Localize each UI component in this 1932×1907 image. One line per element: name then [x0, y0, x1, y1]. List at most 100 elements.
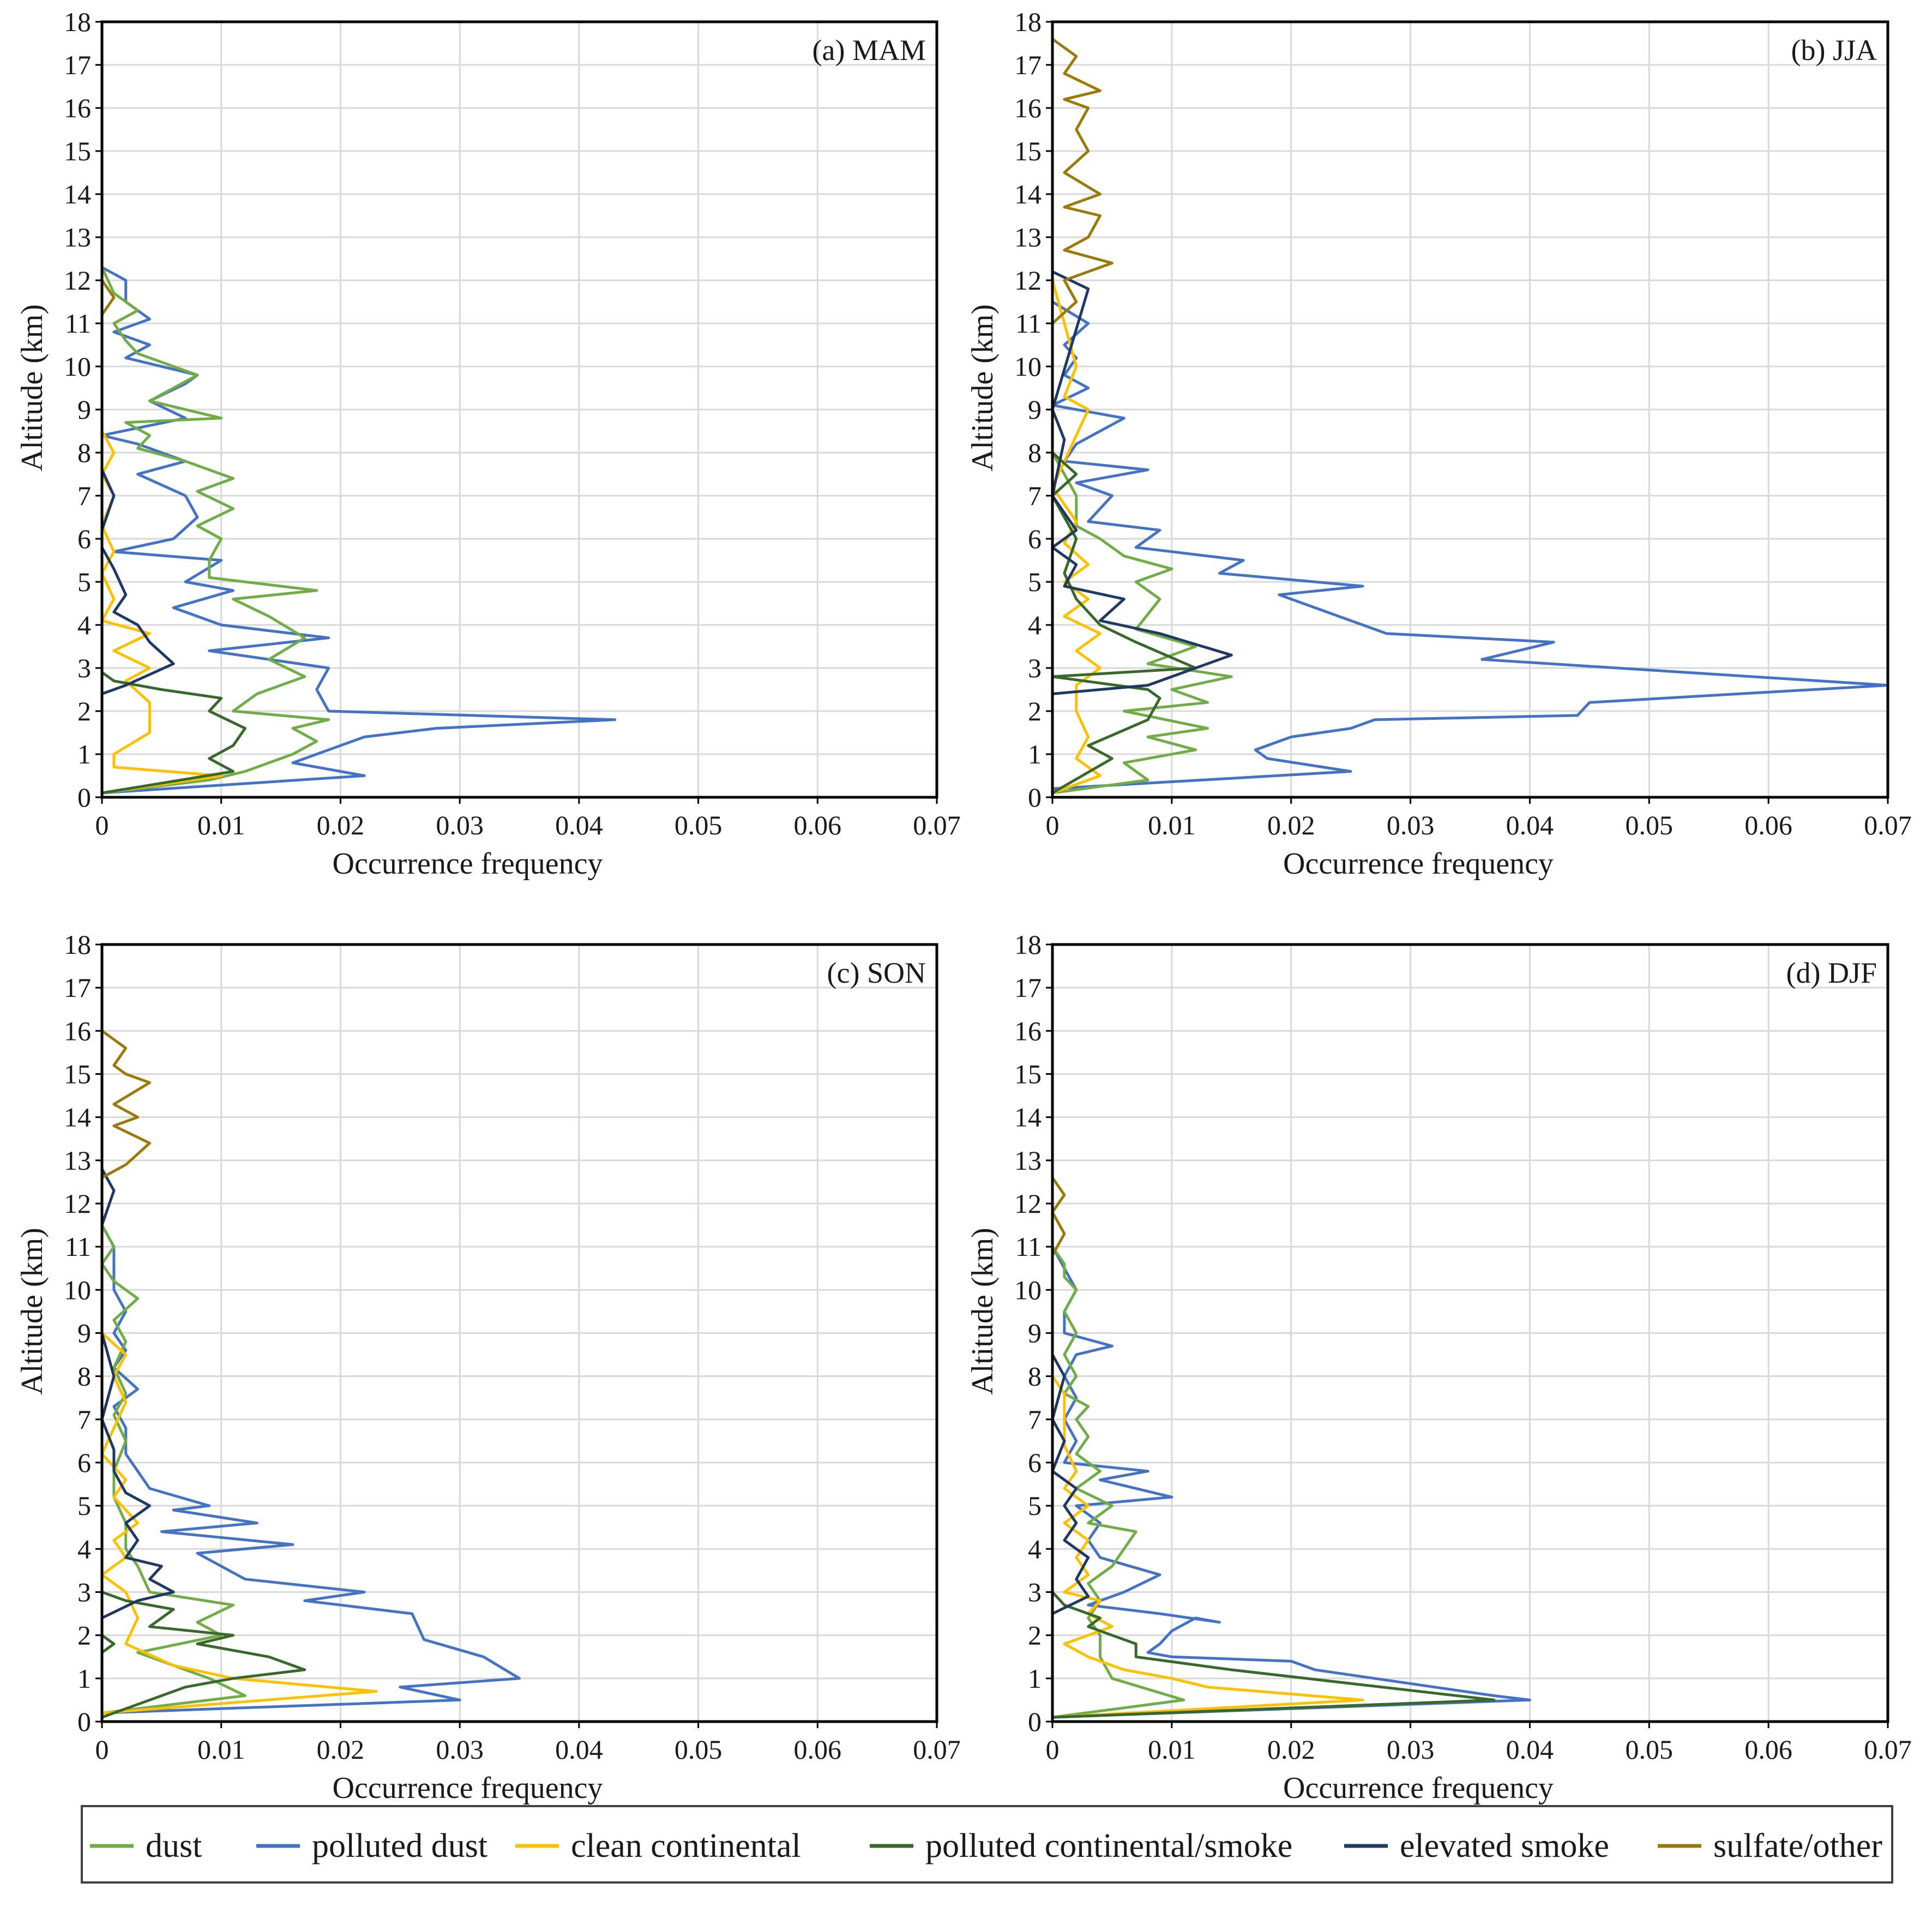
y-tick-label: 6: [1028, 524, 1042, 554]
y-tick-label: 18: [1014, 7, 1042, 37]
y-tick-label: 16: [1014, 1015, 1042, 1046]
series-line-dust: [1051, 451, 1233, 795]
series-line-elevated_smoke: [100, 468, 175, 695]
y-tick-label: 13: [1014, 222, 1042, 252]
series-line-polluted_continental: [1051, 1591, 1496, 1719]
y-tick-label: 9: [1028, 1318, 1042, 1349]
x-tick-label: 0.02: [317, 1734, 365, 1765]
x-tick-label: 0.04: [1506, 810, 1554, 840]
y-tick-label: 11: [65, 1231, 91, 1262]
y-tick-label: 7: [77, 1404, 91, 1435]
y-tick-label: 6: [77, 1447, 91, 1478]
y-tick-label: 10: [1014, 1274, 1042, 1305]
y-tick-label: 15: [1014, 136, 1042, 166]
y-tick-label: 10: [1014, 351, 1042, 382]
y-tick-label: 1: [77, 1663, 91, 1694]
y-tick-label: 0: [1028, 782, 1042, 813]
y-tick-label: 14: [1014, 1102, 1042, 1133]
y-tick-label: 2: [77, 1620, 91, 1651]
x-tick-label: 0.05: [675, 1734, 723, 1765]
y-tick-label: 8: [1028, 1361, 1042, 1392]
y-tick-label: 2: [1028, 1620, 1042, 1651]
y-tick-label: 15: [64, 1059, 91, 1090]
y-tick-label: 5: [77, 1490, 91, 1521]
y-axis-title: Altitude (km): [15, 1228, 49, 1394]
x-tick-label: 0.01: [197, 1734, 245, 1765]
x-tick-label: 0.01: [1148, 810, 1196, 840]
x-tick-label: 0.02: [1267, 1734, 1315, 1765]
x-tick-label: 0.07: [913, 1734, 961, 1765]
y-tick-label: 13: [64, 222, 91, 252]
series-line-polluted_continental: [1051, 451, 1197, 795]
series-line-sulfate: [1051, 20, 1114, 325]
y-tick-label: 17: [64, 972, 91, 1003]
x-tick-label: 0.04: [555, 810, 603, 840]
y-tick-label: 5: [77, 567, 91, 597]
y-tick-label: 0: [77, 782, 91, 813]
y-tick-label: 16: [64, 93, 91, 123]
series-line-dust: [100, 1224, 246, 1715]
x-tick-label: 0.04: [555, 1734, 603, 1765]
y-tick-label: 18: [64, 929, 91, 960]
y-tick-label: 17: [64, 50, 91, 80]
series-line-polluted_dust: [100, 1180, 521, 1715]
series-line-elevated_smoke: [100, 1168, 175, 1620]
series-line-clean_continental: [100, 266, 223, 795]
y-tick-label: 13: [1014, 1145, 1042, 1176]
y-tick-label: 6: [77, 524, 91, 554]
y-tick-label: 12: [64, 265, 91, 296]
y-tick-label: 15: [64, 136, 91, 166]
y-axis-title: Altitude (km): [966, 1228, 1000, 1394]
y-tick-label: 1: [77, 739, 91, 769]
y-tick-label: 12: [1014, 1188, 1042, 1219]
x-tick-label: 0.02: [317, 810, 365, 840]
x-tick-label: 0.03: [1387, 810, 1435, 840]
y-tick-label: 18: [64, 7, 91, 37]
x-tick-label: 0.02: [1267, 810, 1315, 840]
legend-label: clean continental: [571, 1827, 801, 1864]
y-axis-title: Altitude (km): [15, 304, 49, 471]
series-line-clean_continental: [100, 1332, 378, 1715]
series-line-sulfate: [100, 1029, 151, 1179]
y-tick-label: 11: [1015, 1231, 1042, 1262]
y-tick-label: 12: [64, 1188, 91, 1219]
x-axis-title: Occurrence frequency: [1283, 847, 1554, 881]
x-tick-label: 0.06: [1744, 1734, 1792, 1765]
series-line-sulfate: [100, 279, 116, 316]
x-tick-label: 0: [95, 1734, 109, 1765]
panel-2: 0 0.01 0.02 0.03 0.04 0.05 0.06 0.0701234567891…: [966, 7, 1912, 881]
y-tick-label: 4: [77, 1533, 91, 1564]
y-tick-label: 5: [1028, 1490, 1042, 1521]
legend-item-sulfate: sulfate/other: [1658, 1827, 1882, 1864]
x-tick-label: 0.01: [197, 810, 245, 840]
y-tick-label: 0: [77, 1706, 91, 1737]
y-tick-label: 17: [1014, 50, 1042, 80]
y-tick-label: 7: [1028, 1404, 1042, 1435]
y-tick-label: 8: [77, 437, 91, 468]
y-tick-label: 3: [1028, 1577, 1042, 1608]
series-line-polluted_dust: [1051, 115, 1889, 790]
x-tick-label: 0.07: [1864, 810, 1912, 840]
y-tick-label: 7: [1028, 480, 1042, 511]
y-tick-label: 9: [77, 1318, 91, 1349]
x-axis-title: Occurrence frequency: [333, 1771, 603, 1805]
x-tick-label: 0.05: [1626, 1734, 1674, 1765]
series-line-clean_continental: [1051, 1375, 1364, 1719]
panel-title: (a) MAM: [812, 34, 926, 67]
y-tick-label: 1: [1028, 1663, 1042, 1694]
x-tick-label: 0.06: [794, 1734, 842, 1765]
series-line-polluted_continental: [100, 671, 246, 795]
x-axis-title: Occurrence frequency: [333, 847, 603, 881]
legend-label: polluted continental/smoke: [925, 1827, 1292, 1864]
series-line-dust: [100, 266, 330, 795]
y-tick-label: 12: [1014, 265, 1042, 296]
x-tick-label: 0.05: [675, 810, 723, 840]
y-tick-label: 0: [1028, 1706, 1042, 1737]
x-tick-label: 0: [95, 810, 109, 840]
y-tick-label: 10: [64, 1274, 91, 1305]
y-tick-label: 8: [77, 1361, 91, 1392]
series-line-polluted_dust: [1051, 1224, 1531, 1719]
series-line-clean_continental: [1051, 279, 1102, 795]
legend: dust polluted dust clean continental pollut…: [81, 1805, 1893, 1884]
